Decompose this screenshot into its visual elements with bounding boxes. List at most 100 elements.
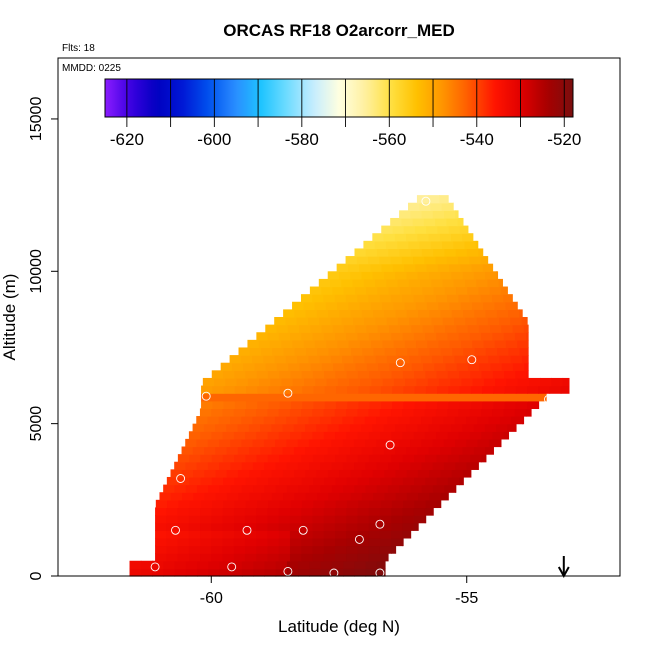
heatmap-cell [392, 400, 404, 410]
heatmap-cell [379, 256, 392, 265]
heatmap-cell [286, 560, 299, 569]
heatmap-cell [271, 492, 284, 501]
heatmap-cell [495, 377, 507, 387]
heatmap-cell [452, 347, 464, 356]
heatmap-cell [312, 332, 325, 341]
heatmap-cell [211, 408, 224, 417]
heatmap-cell [268, 385, 281, 394]
heatmap-cells [129, 195, 570, 577]
heatmap-cell [359, 339, 372, 349]
heatmap-cell [177, 530, 190, 539]
heatmap-cell [374, 240, 387, 250]
heatmap-cell [406, 469, 419, 478]
heatmap-cell [196, 461, 209, 470]
heatmap-cell [218, 416, 231, 425]
heatmap-cell [482, 393, 494, 402]
heatmap-cell [514, 332, 527, 341]
heatmap-cell [413, 256, 425, 265]
heatmap-cell [207, 416, 220, 425]
heatmap-cell [421, 210, 434, 219]
heatmap-cell [256, 507, 269, 516]
heatmap-cell [477, 416, 490, 425]
heatmap-cell [312, 507, 325, 516]
heatmap-cell [390, 217, 403, 227]
heatmap-cell [365, 568, 378, 577]
heatmap-cell [234, 454, 246, 463]
heatmap-cell [220, 362, 233, 371]
heatmap-cell [301, 370, 314, 379]
heatmap-cell [310, 324, 323, 333]
heatmap-cell [406, 423, 418, 432]
heatmap-cell [451, 233, 463, 242]
heatmap-cell [435, 256, 448, 265]
heatmap-cell [453, 278, 466, 288]
heatmap-cell [289, 530, 302, 539]
heatmap-cell [498, 278, 503, 288]
heatmap-cell [403, 385, 416, 394]
heatmap-cell [259, 377, 271, 387]
heatmap-cell [257, 385, 270, 394]
heatmap-cell [278, 530, 291, 539]
heatmap-cell [441, 202, 454, 211]
heatmap-cell [376, 248, 389, 257]
heatmap-cell [445, 362, 458, 371]
heatmap-cell [278, 431, 291, 440]
heatmap-cell [428, 195, 441, 204]
heatmap-cell [319, 317, 331, 326]
heatmap-cell [493, 393, 506, 402]
heatmap-cell [222, 454, 235, 463]
heatmap-cell [466, 461, 479, 470]
heatmap-cell [256, 476, 269, 486]
heatmap-cell [369, 370, 381, 379]
heatmap-cell [510, 416, 523, 425]
heatmap-cell [562, 377, 570, 387]
heatmap-cell [305, 446, 318, 455]
heatmap-cell [317, 347, 330, 356]
heatmap-cell [267, 507, 280, 516]
heatmap-cell [256, 530, 269, 539]
sample-point [395, 358, 405, 368]
heatmap-cell [409, 317, 421, 326]
heatmap-cell [399, 484, 412, 493]
heatmap-cell [253, 560, 266, 569]
colorbar-tick-label: -540 [460, 130, 494, 149]
heatmap-cell [425, 385, 438, 394]
heatmap-cell [331, 484, 344, 493]
sample-point [283, 388, 293, 398]
heatmap-cell [474, 347, 487, 356]
heatmap-cell [503, 431, 510, 440]
heatmap-cell [245, 476, 258, 486]
heatmap-cell [387, 461, 400, 470]
heatmap-cell [391, 408, 403, 417]
heatmap-cell [455, 461, 468, 470]
heatmap-cell [249, 469, 262, 478]
heatmap-cell [333, 362, 345, 371]
heatmap-cell [370, 263, 383, 272]
heatmap-cell [244, 545, 257, 554]
heatmap-cell [417, 423, 430, 432]
heatmap-cell [289, 537, 302, 547]
heatmap-cell [344, 362, 357, 371]
heatmap-cell [422, 324, 435, 333]
heatmap-cell [294, 309, 307, 318]
heatmap-cell [424, 294, 437, 303]
heatmap-cell [155, 553, 167, 562]
heatmap-cell [233, 522, 246, 531]
heatmap-cell [244, 522, 257, 531]
heatmap-cell [275, 438, 287, 448]
heatmap-cell [318, 278, 331, 288]
heatmap-cell [316, 423, 329, 432]
heatmap-cell [379, 545, 392, 554]
flights-note: Flts: 18 [62, 43, 95, 54]
heatmap-cell [330, 317, 343, 326]
heatmap-cell [380, 499, 393, 509]
heatmap-cell [391, 476, 404, 486]
heatmap-cell [366, 324, 379, 333]
chart-title: ORCAS RF18 O2arcorr_MED [223, 21, 454, 40]
heatmap-cell [334, 515, 347, 524]
heatmap-cell [211, 454, 224, 463]
heatmap-cell [380, 332, 392, 341]
heatmap-cell [488, 416, 501, 425]
heatmap-cell [319, 416, 332, 425]
heatmap-cell [166, 545, 179, 554]
